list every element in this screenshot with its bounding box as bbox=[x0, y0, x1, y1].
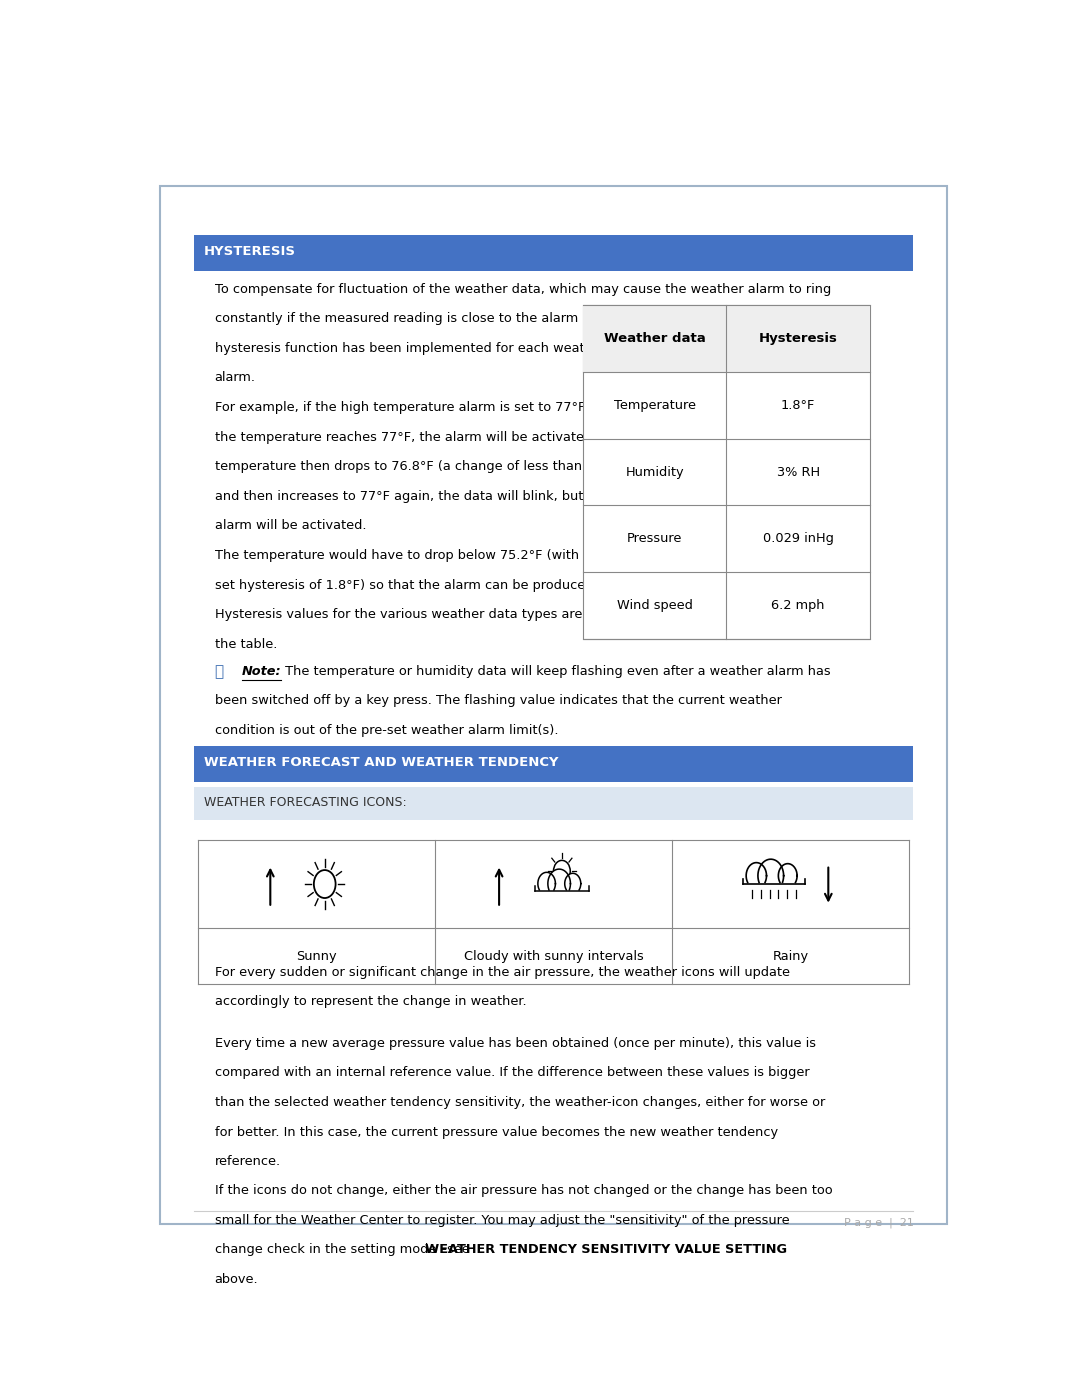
FancyBboxPatch shape bbox=[193, 746, 914, 782]
FancyBboxPatch shape bbox=[534, 882, 591, 901]
Text: the table.: the table. bbox=[215, 637, 276, 651]
Text: change check in the setting mode –see: change check in the setting mode –see bbox=[215, 1243, 473, 1256]
Text: Temperature: Temperature bbox=[613, 400, 696, 412]
Text: Weather data: Weather data bbox=[604, 332, 705, 345]
Text: For every sudden or significant change in the air pressure, the weather icons wi: For every sudden or significant change i… bbox=[215, 965, 789, 979]
Text: the temperature reaches 77°F, the alarm will be activated. If the: the temperature reaches 77°F, the alarm … bbox=[215, 430, 634, 444]
FancyBboxPatch shape bbox=[741, 872, 807, 894]
Text: 3% RH: 3% RH bbox=[777, 465, 820, 479]
Text: for better. In this case, the current pressure value becomes the new weather ten: for better. In this case, the current pr… bbox=[215, 1126, 778, 1139]
FancyBboxPatch shape bbox=[193, 788, 914, 820]
Circle shape bbox=[565, 873, 581, 894]
Text: Pressure: Pressure bbox=[626, 532, 683, 545]
Circle shape bbox=[779, 863, 797, 887]
Text: Wind speed: Wind speed bbox=[617, 599, 692, 612]
Text: 6.2 mph: 6.2 mph bbox=[771, 599, 825, 612]
Circle shape bbox=[538, 872, 555, 895]
Text: 📌: 📌 bbox=[215, 665, 224, 679]
Text: Every time a new average pressure value has been obtained (once per minute), thi: Every time a new average pressure value … bbox=[215, 1037, 815, 1049]
Text: Rainy: Rainy bbox=[772, 950, 809, 963]
Text: Note:: Note: bbox=[242, 665, 282, 678]
Text: reference.: reference. bbox=[215, 1155, 281, 1168]
Text: The temperature would have to drop below 75.2°F (with a pre-: The temperature would have to drop below… bbox=[215, 549, 621, 562]
Circle shape bbox=[758, 859, 784, 893]
Text: Sunny: Sunny bbox=[296, 950, 337, 963]
Text: WEATHER FORECASTING ICONS:: WEATHER FORECASTING ICONS: bbox=[204, 796, 406, 809]
Text: condition is out of the pre-set weather alarm limit(s).: condition is out of the pre-set weather … bbox=[215, 724, 558, 736]
Text: For example, if the high temperature alarm is set to 77°F and: For example, if the high temperature ala… bbox=[215, 401, 613, 414]
Text: Hysteresis: Hysteresis bbox=[758, 332, 838, 345]
Text: small for the Weather Center to register. You may adjust the "sensitivity" of th: small for the Weather Center to register… bbox=[215, 1214, 789, 1227]
Text: hysteresis function has been implemented for each weather: hysteresis function has been implemented… bbox=[215, 342, 606, 355]
Text: alarm.: alarm. bbox=[215, 372, 256, 384]
Text: Humidity: Humidity bbox=[625, 465, 684, 479]
Text: 0.029 inHg: 0.029 inHg bbox=[762, 532, 834, 545]
Text: set hysteresis of 1.8°F) so that the alarm can be produced again.: set hysteresis of 1.8°F) so that the ala… bbox=[215, 578, 637, 591]
Circle shape bbox=[548, 869, 570, 898]
Text: temperature then drops to 76.8°F (a change of less than 1.8°F): temperature then drops to 76.8°F (a chan… bbox=[215, 460, 625, 474]
Text: 1.8°F: 1.8°F bbox=[781, 400, 815, 412]
FancyBboxPatch shape bbox=[193, 236, 914, 271]
Text: If the icons do not change, either the air pressure has not changed or the chang: If the icons do not change, either the a… bbox=[215, 1185, 832, 1197]
Text: constantly if the measured reading is close to the alarm level, a: constantly if the measured reading is cl… bbox=[215, 313, 629, 326]
Text: been switched off by a key press. The flashing value indicates that the current : been switched off by a key press. The fl… bbox=[215, 694, 782, 707]
Bar bbox=[583, 306, 869, 372]
Circle shape bbox=[746, 862, 767, 888]
FancyBboxPatch shape bbox=[160, 186, 947, 1224]
Text: Hysteresis values for the various weather data types are given in: Hysteresis values for the various weathe… bbox=[215, 608, 638, 622]
Text: HYSTERESIS: HYSTERESIS bbox=[204, 244, 296, 258]
Text: The temperature or humidity data will keep flashing even after a weather alarm h: The temperature or humidity data will ke… bbox=[282, 665, 832, 678]
Text: alarm will be activated.: alarm will be activated. bbox=[215, 520, 366, 532]
Text: P a g e  |  21: P a g e | 21 bbox=[843, 1218, 914, 1228]
Text: WEATHER FORECAST AND WEATHER TENDENCY: WEATHER FORECAST AND WEATHER TENDENCY bbox=[204, 756, 558, 768]
Text: Cloudy with sunny intervals: Cloudy with sunny intervals bbox=[463, 950, 644, 963]
Text: and then increases to 77°F again, the data will blink, but no: and then increases to 77°F again, the da… bbox=[215, 490, 603, 503]
Text: above.: above. bbox=[215, 1273, 258, 1285]
Text: To compensate for fluctuation of the weather data, which may cause the weather a: To compensate for fluctuation of the wea… bbox=[215, 282, 831, 296]
Text: WEATHER TENDENCY SENSITIVITY VALUE SETTING: WEATHER TENDENCY SENSITIVITY VALUE SETTI… bbox=[426, 1243, 787, 1256]
Text: than the selected weather tendency sensitivity, the weather-icon changes, either: than the selected weather tendency sensi… bbox=[215, 1097, 825, 1109]
Text: compared with an internal reference value. If the difference between these value: compared with an internal reference valu… bbox=[215, 1066, 809, 1080]
Bar bbox=[583, 306, 869, 638]
Text: accordingly to represent the change in weather.: accordingly to represent the change in w… bbox=[215, 996, 526, 1009]
